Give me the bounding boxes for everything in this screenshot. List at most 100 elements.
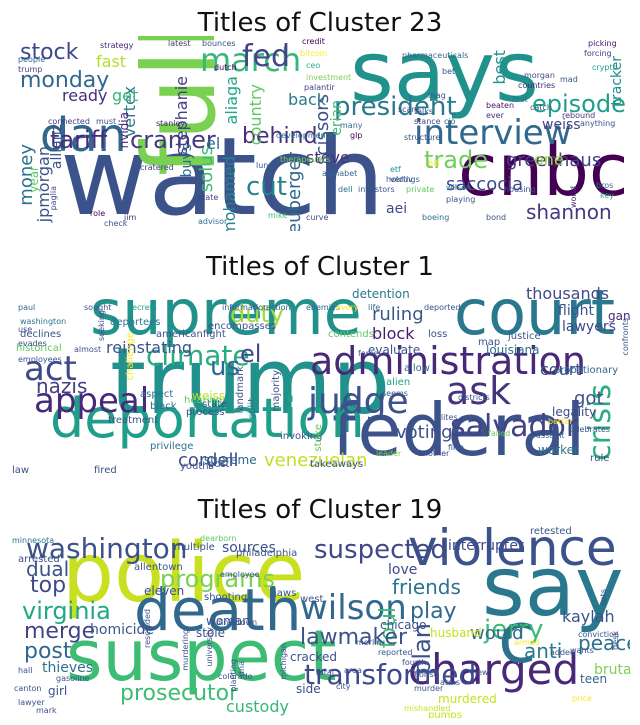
word-cloud-word: check (104, 219, 128, 228)
word-cloud-word: mad (560, 75, 578, 84)
word-cloud-word: mag (428, 91, 446, 100)
word-cloud-word: law (12, 465, 30, 476)
word-cloud-word: elites (436, 413, 458, 422)
word-cloud-word: post (24, 639, 72, 664)
word-cloud-word: celebrates (568, 425, 610, 434)
word-cloud-word: evaluate (368, 343, 421, 357)
word-cloud-word: one (534, 150, 564, 169)
word-cloud-word: alien (386, 377, 411, 388)
word-cloud-word: louisiana (486, 343, 540, 357)
word-cloud-word: eleven (144, 584, 185, 598)
cluster-23-wordcloud: watch says full cnbc interview dan march presid… (10, 36, 630, 231)
word-cloud-word: fast (96, 52, 127, 71)
word-cloud-word: use (18, 325, 33, 334)
word-cloud-word: aliaga (222, 76, 241, 125)
word-cloud-word: bounces (202, 39, 236, 48)
word-cloud-word: wilson (300, 588, 407, 628)
word-cloud-word: duty (230, 300, 285, 328)
word-cloud-word: failed (488, 429, 511, 438)
word-cloud-word: dual (26, 557, 70, 581)
word-cloud-word: cratered (140, 163, 174, 172)
word-cloud-word: rebound (562, 111, 596, 120)
word-cloud-word: virginia (22, 597, 111, 625)
word-cloud-word: lawmaker (300, 625, 408, 650)
word-cloud-word: merlin (356, 638, 382, 647)
word-cloud-word: hall (18, 666, 33, 675)
word-cloud-word: investors (358, 185, 395, 194)
word-cloud-word: holdings (386, 175, 420, 184)
word-cloud-word: ever (486, 111, 504, 120)
word-cloud-word: murder (414, 684, 444, 693)
word-cloud-word: prosecutor (120, 681, 239, 706)
word-cloud-word: anything (580, 119, 616, 128)
word-cloud-word: merge (24, 619, 96, 644)
word-cloud-word: florist (414, 670, 437, 679)
word-cloud-word: university (205, 627, 214, 667)
word-cloud-word: shooting (204, 592, 248, 603)
word-cloud-word: play (410, 599, 457, 624)
word-cloud-word: anti (524, 639, 563, 663)
word-cloud-word: greenhaus (506, 150, 602, 171)
word-cloud-word: climate (146, 339, 250, 372)
word-cloud-word: americanfight (156, 329, 226, 340)
word-cloud-word: firm (448, 443, 464, 452)
word-cloud-word: challenge (125, 332, 136, 381)
word-cloud-word: canton (14, 684, 42, 693)
word-cloud-word: deportation (50, 387, 365, 450)
word-cloud-word: colorado (218, 672, 253, 681)
word-cloud-word: president (334, 92, 457, 122)
word-cloud-word: strategy (100, 41, 134, 50)
word-cloud-word: better (548, 417, 573, 426)
word-cloud-word: ruling (372, 304, 424, 325)
word-cloud-word: boeing (422, 213, 450, 222)
word-cloud-word: housing (504, 185, 536, 194)
word-cloud-word: confronts (621, 318, 630, 356)
word-cloud-word: youths (180, 461, 214, 472)
word-cloud-word: interview (414, 113, 572, 153)
word-cloud-word: people (18, 55, 46, 64)
word-cloud-word: rule (590, 453, 610, 464)
word-cloud-word: trump (110, 328, 391, 435)
word-cloud-word: custody (226, 697, 289, 716)
word-cloud-word: jerry (484, 615, 544, 645)
word-cloud-word: homicide (90, 622, 155, 638)
word-cloud-word: conviction (578, 630, 620, 639)
word-cloud-word: venezuelan (264, 450, 368, 471)
word-cloud-word: us (210, 352, 241, 382)
word-cloud-word: appeal (34, 381, 150, 421)
word-cloud-word: administration (310, 339, 587, 383)
word-cloud-word: atms (440, 678, 460, 687)
word-cloud-word: beaten (486, 101, 515, 110)
word-cloud-word: paglia (49, 186, 58, 211)
cluster-19-title: Titles of Cluster 19 (197, 495, 443, 525)
word-cloud-word: west (300, 594, 324, 605)
word-cloud-word: allentown (134, 562, 183, 573)
word-cloud-word: washington (20, 317, 67, 326)
word-cloud-word: treatment (108, 415, 159, 426)
word-cloud-word: fourth (402, 658, 427, 667)
word-cloud-word: side (296, 682, 321, 696)
word-cloud-word: gasoline (56, 674, 90, 683)
word-cloud-word: gang (608, 309, 630, 323)
word-cloud-word: michigan (279, 643, 288, 680)
word-cloud-word: stanley (156, 119, 186, 128)
word-cloud-word: violence (408, 523, 617, 577)
word-cloud-word: court (540, 360, 582, 379)
word-cloud-word: bond (486, 213, 507, 222)
word-cloud-word: cnbc (458, 128, 629, 212)
word-cloud-word: cio (444, 117, 456, 126)
word-cloud-word: tariff (50, 126, 108, 154)
word-cloud-word: landmark (235, 366, 246, 414)
word-cloud-word: added (550, 648, 576, 657)
word-cloud-word: mike (268, 211, 288, 220)
word-cloud-word: area (344, 666, 362, 675)
word-cloud-word: seeking (97, 310, 106, 342)
word-cloud-word: chicago (380, 618, 427, 632)
word-cloud-word: girl (48, 684, 68, 698)
word-cloud-word: contends (328, 329, 374, 340)
word-cloud-word: price (572, 694, 592, 703)
word-cloud-word: act (24, 349, 77, 389)
word-cloud-word: structure (404, 133, 441, 142)
word-cloud-word: crypto (592, 63, 618, 72)
word-cloud-word: murdered (438, 692, 497, 706)
